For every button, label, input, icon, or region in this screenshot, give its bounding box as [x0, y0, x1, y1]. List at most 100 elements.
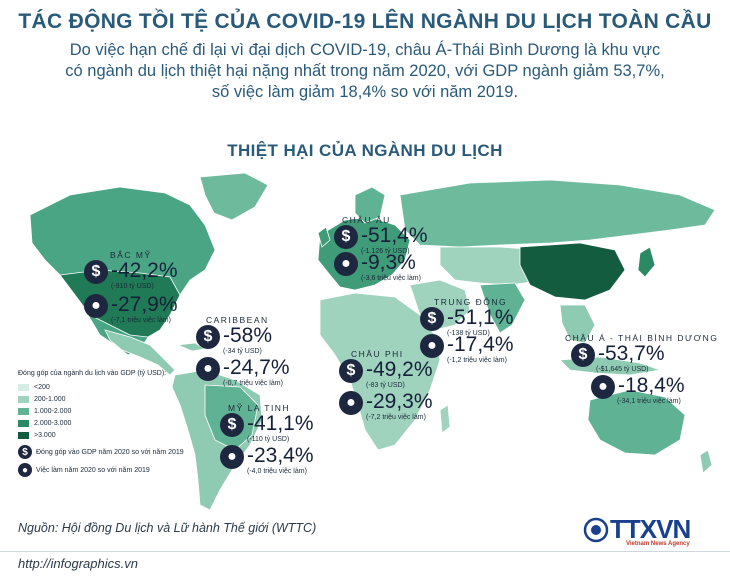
gdp-note: (-138 tỷ USD) — [447, 330, 490, 337]
map-new-zealand — [699, 449, 713, 474]
jobs-value: -24,7% — [223, 356, 290, 379]
gdp-value: -41,1% — [247, 412, 314, 435]
intro-line: có ngành du lịch thiệt hại nặng nhất tro… — [65, 62, 665, 80]
map-scandinavia — [354, 186, 386, 224]
jobs-note: (-0,7 triệu việc làm) — [223, 380, 283, 387]
logo-subtext: Vietnam News Agency — [626, 541, 690, 547]
map-india — [479, 282, 526, 334]
person-icon: ● — [334, 252, 358, 276]
gdp-value: -42,2% — [111, 259, 178, 282]
jobs-stat: ● -9,3% — [334, 252, 428, 276]
legend-label: >3.000 — [34, 431, 56, 439]
legend-gdp-label: Đóng góp vào GDP năm 2020 so với năm 201… — [36, 448, 184, 456]
legend-label: 2.000-3.000 — [34, 419, 72, 427]
gdp-value: -58% — [223, 324, 273, 347]
region-north-america: BẮC MỸ $ -42,2% (-910 tỷ USD) ● -27,9% (… — [84, 250, 178, 324]
region-europe: CHÂU ÂU $ -51,4% (-1.126 tỷ USD) ● -9,3%… — [334, 215, 428, 282]
region-asia-pacific: CHÂU Á - THÁI BÌNH DƯƠNG $ -53,7% (-$1,6… — [565, 333, 718, 405]
dollar-icon: $ — [420, 307, 444, 331]
jobs-value: -18,4% — [618, 374, 685, 397]
jobs-stat: ● -27,9% — [84, 294, 178, 318]
dollar-icon: $ — [571, 343, 595, 367]
gdp-stat: $ -58% — [196, 325, 290, 349]
jobs-note: (-34,1 triệu việc làm) — [617, 398, 681, 405]
region-caribbean: CARIBBEAN $ -58% (-34 tỷ USD) ● -24,7% (… — [196, 315, 290, 387]
page-title: TÁC ĐỘNG TỒI TỆ CỦA COVID-19 LÊN NGÀNH D… — [18, 10, 712, 33]
intro-line: số việc làm giảm 18,4% so với năm 2019. — [211, 83, 519, 101]
jobs-note: (-3,6 triệu việc làm) — [361, 275, 421, 282]
person-icon: ● — [339, 391, 363, 415]
legend-jobs-label: Việc làm năm 2020 so với năm 2019 — [36, 466, 150, 474]
legend-item: 1.000-2.000 — [18, 405, 184, 417]
jobs-value: -9,3% — [361, 251, 416, 274]
gdp-note: (-$1,645 tỷ USD) — [596, 366, 649, 373]
map-uk — [317, 226, 331, 248]
legend-item: 200-1.000 — [18, 393, 184, 405]
map-australia — [587, 389, 686, 456]
jobs-note: (-4,0 triệu việc làm) — [247, 468, 307, 475]
legend-jobs-key: ● Việc làm năm 2020 so với năm 2019 — [18, 463, 184, 477]
intro-line: Do việc hạn chế đi lại vì đại dịch COVID… — [69, 41, 661, 59]
jobs-stat: ● -18,4% — [591, 375, 718, 399]
gdp-note: (-1.126 tỷ USD) — [361, 248, 410, 255]
region-name: CHÂU ÂU — [342, 215, 391, 225]
jobs-value: -27,9% — [111, 293, 178, 316]
person-icon: ● — [220, 445, 244, 469]
gdp-stat: $ -41,1% — [220, 413, 314, 437]
map-japan — [637, 246, 656, 278]
source-note: Nguồn: Hội đồng Du lịch và Lữ hành Thế g… — [18, 521, 317, 535]
gdp-note: (-83 tỷ USD) — [366, 382, 405, 389]
region-name: TRUNG ĐÔNG — [434, 297, 508, 307]
legend-swatch — [18, 383, 29, 391]
gdp-stat: $ -51,1% — [420, 307, 514, 331]
region-name: CHÂU PHI — [351, 349, 404, 359]
legend-swatch — [18, 407, 29, 415]
person-icon: ● — [84, 294, 108, 318]
jobs-value: -23,4% — [247, 444, 314, 467]
legend-label: 200-1.000 — [34, 395, 66, 403]
map-central-america — [104, 329, 176, 376]
legend-swatch — [18, 395, 29, 403]
map-greenland — [199, 172, 269, 221]
region-africa: CHÂU PHI $ -49,2% (-83 tỷ USD) ● -29,3% … — [339, 349, 433, 421]
dollar-icon: $ — [18, 445, 32, 459]
jobs-stat: ● -23,4% — [220, 445, 314, 469]
footer-bar — [0, 551, 730, 579]
jobs-note: (-1,2 triệu việc làm) — [447, 357, 507, 364]
gdp-value: -51,1% — [447, 306, 514, 329]
legend-swatch — [18, 431, 29, 439]
gdp-note: (-110 tỷ USD) — [247, 436, 290, 443]
legend-label: <200 — [34, 383, 50, 391]
map-russia — [399, 179, 716, 248]
person-icon: ● — [18, 463, 32, 477]
region-latin-america: MỸ LA TINH $ -41,1% (-110 tỷ USD) ● -23,… — [220, 403, 314, 475]
legend-heading: Đóng góp của ngành du lịch vào GDP (tỷ U… — [18, 370, 167, 377]
legend-gdp-key: $ Đóng góp vào GDP năm 2020 so với năm 20… — [18, 445, 184, 459]
person-icon: ● — [196, 357, 220, 381]
gdp-stat: $ -53,7% — [571, 343, 718, 367]
jobs-stat: ● -17,4% — [420, 334, 514, 358]
map-legend: Đóng góp của ngành du lịch vào GDP (tỷ U… — [18, 370, 184, 477]
legend-label: 1.000-2.000 — [34, 407, 72, 415]
jobs-stat: ● -29,3% — [339, 391, 433, 415]
gdp-note: (-34 tỷ USD) — [223, 348, 262, 355]
gdp-stat: $ -49,2% — [339, 359, 433, 383]
jobs-value: -17,4% — [447, 333, 514, 356]
person-icon: ● — [420, 334, 444, 358]
dollar-icon: $ — [196, 325, 220, 349]
jobs-note: (-7,1 triệu việc làm) — [111, 317, 171, 324]
jobs-value: -29,3% — [366, 390, 433, 413]
legend-item: >3.000 — [18, 429, 184, 441]
section-title: THIỆT HẠI CỦA NGÀNH DU LỊCH — [227, 141, 503, 160]
jobs-stat: ● -24,7% — [196, 357, 290, 381]
site-link[interactable]: http://infographics.vn — [18, 556, 138, 571]
region-name: BẮC MỸ — [110, 250, 152, 260]
person-icon: ● — [591, 375, 615, 399]
dollar-icon: $ — [334, 225, 358, 249]
region-name: MỸ LA TINH — [228, 403, 291, 413]
legend-item: 2.000-3.000 — [18, 417, 184, 429]
map-madagascar — [439, 404, 451, 434]
gdp-stat: $ -51,4% — [334, 225, 428, 249]
gdp-stat: $ -42,2% — [84, 260, 178, 284]
legend-swatch — [18, 419, 29, 427]
